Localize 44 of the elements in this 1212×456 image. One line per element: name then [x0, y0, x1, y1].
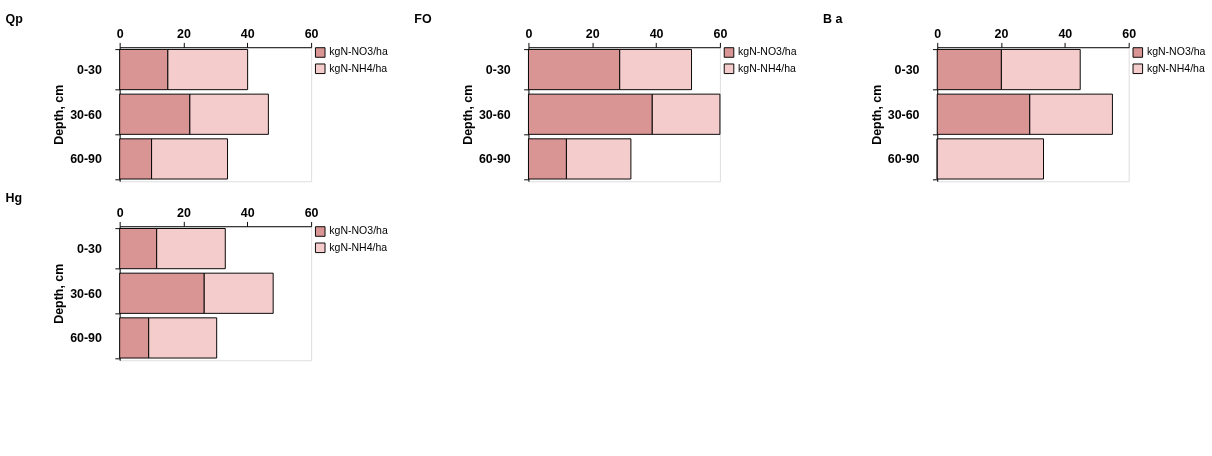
y-tick-label: 60-90: [70, 331, 103, 346]
x-tick-label: 0: [116, 27, 124, 42]
y-axis-title: Depth, cm: [52, 84, 67, 145]
text: Hg: [5, 191, 23, 206]
x-tick-label: 0: [525, 27, 533, 42]
legend-label: kgN-NO3/ha: [1146, 45, 1206, 58]
x-tick-label: 20: [177, 206, 191, 221]
legend-label: kgN-NH4/ha: [1146, 61, 1205, 74]
legend-label: kgN-NO3/ha: [329, 224, 388, 237]
text: B a: [823, 12, 843, 27]
legend-label: kgN-NO3/ha: [738, 45, 797, 58]
x-tick-label: 60: [304, 27, 319, 42]
y-tick-label: 30-60: [478, 107, 511, 122]
legend-label: kgN-NH4/ha: [329, 61, 388, 74]
x-tick-label: 60: [304, 206, 319, 221]
x-tick-label: 60: [713, 27, 728, 42]
y-tick-label: 0-30: [77, 241, 103, 256]
x-tick-label: 20: [585, 27, 600, 42]
y-axis-title: Depth, cm: [461, 84, 476, 145]
y-tick-label: 60-90: [887, 152, 920, 167]
x-tick-label: 40: [649, 27, 664, 42]
y-tick-label: 60-90: [70, 152, 103, 167]
x-tick-label: 0: [116, 206, 124, 221]
y-tick-label: 60-90: [478, 152, 511, 167]
x-tick-label: 60: [1122, 27, 1137, 42]
y-axis-title: Depth, cm: [870, 84, 884, 145]
x-tick-label: 40: [240, 206, 255, 221]
x-tick-label: 20: [994, 27, 1009, 42]
y-tick-label: 30-60: [70, 107, 103, 122]
y-tick-label: 0-30: [894, 62, 920, 77]
y-tick-label: 0-30: [77, 62, 103, 77]
x-tick-label: 40: [1058, 27, 1073, 42]
y-tick-label: 0-30: [485, 62, 511, 77]
y-axis-title: Depth, cm: [52, 263, 67, 324]
text: FO: [414, 12, 432, 27]
legend-label: kgN-NH4/ha: [738, 61, 797, 74]
text: Qp: [5, 12, 24, 27]
x-tick-label: 40: [240, 27, 255, 42]
legend-label: kgN-NO3/ha: [329, 45, 388, 58]
y-tick-label: 30-60: [887, 107, 920, 122]
x-tick-label: 0: [934, 27, 942, 42]
legend-label: kgN-NH4/ha: [329, 240, 388, 253]
x-tick-label: 20: [177, 27, 191, 42]
y-tick-label: 30-60: [70, 286, 103, 301]
